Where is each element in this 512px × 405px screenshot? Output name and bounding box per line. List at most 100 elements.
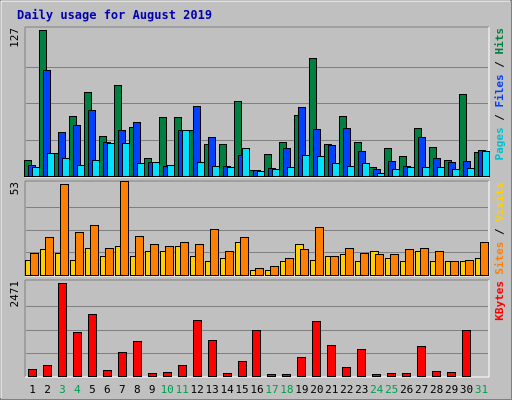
- bar-kbytes: [58, 283, 67, 377]
- bar-sites: [150, 244, 159, 276]
- legend-entry: Hits: [493, 28, 506, 55]
- x-tick-label: 20: [310, 383, 323, 396]
- bar-pages: [197, 162, 205, 177]
- bar-pages: [212, 166, 220, 177]
- bar-sites: [240, 237, 249, 276]
- bar-kbytes: [178, 365, 187, 377]
- x-tick-label: 30: [460, 383, 473, 396]
- bar-pages: [32, 167, 40, 177]
- bar-sites: [270, 266, 279, 276]
- bar-sites: [105, 248, 114, 276]
- x-tick-label: 1: [29, 383, 36, 396]
- bar-kbytes: [342, 367, 351, 377]
- bar-kbytes: [327, 345, 336, 377]
- bar-sites: [360, 253, 369, 276]
- bar-pages: [227, 167, 235, 177]
- panel-hits-files-pages: 127 Pages / Files / Hits: [8, 26, 506, 178]
- bar-sites: [300, 249, 309, 276]
- bar-kbytes: [432, 371, 441, 377]
- bar-pages: [107, 143, 115, 177]
- chart-title: Daily usage for August 2019: [17, 8, 212, 22]
- x-tick-label: 27: [415, 383, 428, 396]
- bar-sites: [375, 254, 384, 276]
- x-tick-label: 31: [475, 383, 488, 396]
- panel-visits-sites: 53 Sites / Visits: [8, 180, 506, 277]
- bar-kbytes: [372, 374, 381, 377]
- x-tick-label: 16: [250, 383, 263, 396]
- x-tick-label: 18: [280, 383, 293, 396]
- x-tick-label: 13: [205, 383, 218, 396]
- x-tick-label: 23: [355, 383, 368, 396]
- bar-pages: [287, 167, 295, 177]
- bar-pages: [47, 153, 55, 177]
- bar-sites: [60, 184, 69, 276]
- x-axis: 1 2 3 4 5 6 7 8 9 10 11 12 13 14 15 16 17 18 19 20 21 22 23 24 2…: [29, 383, 488, 396]
- bar-sites: [45, 237, 54, 276]
- bar-sites: [210, 229, 219, 276]
- x-tick-label: 21: [325, 383, 338, 396]
- bar-sites: [405, 249, 414, 276]
- bar-pages: [377, 173, 385, 177]
- bar-kbytes: [223, 373, 232, 377]
- bar-kbytes: [208, 340, 217, 377]
- bar-sites: [90, 225, 99, 276]
- bar-sites: [465, 260, 474, 276]
- legend-entry: /: [493, 55, 506, 75]
- bar-kbytes: [43, 365, 52, 377]
- bar-sites: [285, 258, 294, 276]
- bar-kbytes: [193, 320, 202, 377]
- y-max-label: 53: [8, 182, 21, 195]
- x-tick-label: 19: [295, 383, 308, 396]
- bar-pages: [392, 169, 400, 177]
- bar-sites: [225, 251, 234, 276]
- bar-pages: [167, 165, 175, 177]
- x-tick-label: 15: [235, 383, 248, 396]
- bar-kbytes: [88, 314, 97, 377]
- bar-kbytes: [118, 352, 127, 377]
- x-tick-label: 2: [44, 383, 51, 396]
- bar-kbytes: [267, 374, 276, 377]
- bar-kbytes: [402, 373, 411, 377]
- bar-kbytes: [387, 373, 396, 377]
- bar-kbytes: [462, 330, 471, 377]
- legend-entry: Visits: [493, 182, 506, 222]
- bar-kbytes: [447, 372, 456, 377]
- bar-pages: [437, 167, 445, 177]
- bar-pages: [62, 158, 70, 177]
- bar-kbytes: [28, 369, 37, 377]
- bar-sites: [75, 232, 84, 276]
- panel-kbytes: 2471 KBytes: [8, 279, 506, 378]
- bar-kbytes: [163, 372, 172, 377]
- x-tick-label: 25: [385, 383, 398, 396]
- bar-pages: [422, 167, 430, 177]
- bar-sites: [30, 253, 39, 276]
- bar-pages: [452, 169, 460, 177]
- x-tick-label: 10: [161, 383, 174, 396]
- bar-pages: [77, 165, 85, 177]
- bar-kbytes: [148, 373, 157, 377]
- bar-pages: [332, 163, 340, 177]
- bar-sites: [195, 244, 204, 276]
- legend-entry: KBytes: [493, 281, 506, 321]
- bar-pages: [317, 156, 325, 177]
- x-tick-label: 12: [190, 383, 203, 396]
- bar-pages: [467, 168, 475, 177]
- bar-pages: [137, 163, 145, 177]
- legend: Sites / Visits: [493, 182, 506, 275]
- bar-sites: [255, 268, 264, 276]
- x-tick-label: 9: [149, 383, 156, 396]
- x-tick-label: 3: [59, 383, 66, 396]
- bar-sites: [315, 227, 324, 276]
- bar-kbytes: [103, 370, 112, 377]
- bar-sites: [420, 248, 429, 276]
- bar-kbytes: [297, 357, 306, 377]
- x-tick-label: 8: [134, 383, 141, 396]
- bar-kbytes: [252, 330, 261, 377]
- legend-entry: Pages: [493, 127, 506, 160]
- bar-pages: [152, 162, 160, 177]
- bar-sites: [330, 256, 339, 276]
- bar-pages: [347, 166, 355, 177]
- bar-pages: [272, 169, 280, 177]
- x-tick-label: 24: [370, 383, 384, 396]
